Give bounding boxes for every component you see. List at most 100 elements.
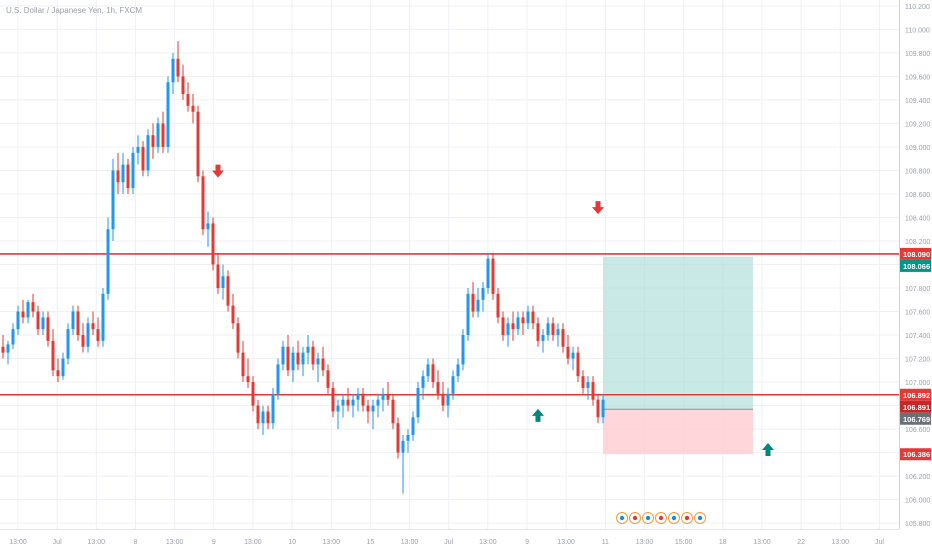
candle[interactable]: [416, 382, 420, 424]
candle[interactable]: [66, 323, 70, 365]
candle[interactable]: [591, 376, 595, 406]
candle[interactable]: [131, 146, 135, 194]
candle[interactable]: [451, 370, 455, 400]
candle[interactable]: [436, 370, 440, 400]
candle[interactable]: [261, 405, 265, 435]
candle[interactable]: [321, 346, 325, 377]
candle[interactable]: [71, 305, 75, 336]
candle[interactable]: [311, 340, 315, 371]
candle[interactable]: [551, 317, 555, 341]
candle[interactable]: [166, 76, 170, 153]
candle[interactable]: [406, 429, 410, 453]
candle[interactable]: [526, 305, 530, 330]
candle[interactable]: [506, 317, 510, 347]
candle[interactable]: [341, 393, 345, 418]
candle[interactable]: [316, 352, 320, 383]
candle[interactable]: [441, 382, 445, 412]
candle[interactable]: [356, 387, 360, 412]
candle[interactable]: [111, 158, 115, 241]
candle[interactable]: [491, 252, 495, 300]
candle[interactable]: [286, 335, 290, 377]
candle[interactable]: [466, 288, 470, 341]
candle[interactable]: [411, 411, 415, 441]
candle[interactable]: [201, 170, 205, 236]
candle[interactable]: [301, 346, 305, 377]
candle[interactable]: [371, 399, 375, 430]
candle[interactable]: [456, 358, 460, 383]
candle[interactable]: [561, 323, 565, 353]
candle[interactable]: [181, 64, 185, 100]
candle[interactable]: [61, 352, 65, 380]
candle[interactable]: [281, 340, 285, 371]
candle[interactable]: [236, 317, 240, 359]
candle[interactable]: [81, 323, 85, 353]
candle[interactable]: [176, 41, 180, 83]
candle[interactable]: [541, 329, 545, 353]
candle[interactable]: [476, 288, 480, 318]
candle[interactable]: [586, 376, 590, 400]
candle[interactable]: [271, 387, 275, 430]
candle[interactable]: [26, 299, 30, 324]
candle[interactable]: [511, 311, 515, 341]
candle[interactable]: [571, 346, 575, 371]
candle[interactable]: [521, 311, 525, 336]
candle[interactable]: [16, 305, 20, 336]
candle[interactable]: [546, 317, 550, 341]
candle[interactable]: [86, 317, 90, 353]
candle[interactable]: [446, 387, 450, 418]
candle[interactable]: [326, 364, 330, 394]
candle[interactable]: [36, 305, 40, 336]
candle[interactable]: [41, 311, 45, 336]
candle[interactable]: [366, 399, 370, 424]
candle[interactable]: [256, 399, 260, 430]
candle[interactable]: [1, 335, 5, 359]
candle[interactable]: [206, 211, 210, 247]
candle[interactable]: [31, 293, 35, 318]
candle[interactable]: [226, 270, 230, 312]
candle[interactable]: [21, 299, 25, 324]
candle[interactable]: [471, 282, 475, 318]
candle[interactable]: [121, 152, 125, 194]
candle[interactable]: [496, 288, 500, 324]
candle[interactable]: [421, 370, 425, 400]
candle[interactable]: [156, 117, 160, 153]
candle[interactable]: [576, 346, 580, 383]
candle[interactable]: [116, 152, 120, 194]
candle[interactable]: [196, 105, 200, 183]
candle[interactable]: [6, 340, 10, 365]
candle[interactable]: [601, 393, 605, 424]
candle[interactable]: [96, 317, 100, 347]
candle[interactable]: [381, 387, 385, 412]
candle[interactable]: [211, 217, 215, 271]
candle[interactable]: [51, 329, 55, 377]
candle[interactable]: [161, 111, 165, 153]
candle[interactable]: [531, 305, 535, 330]
candle[interactable]: [431, 358, 435, 388]
candle[interactable]: [391, 393, 395, 430]
candle[interactable]: [481, 282, 485, 312]
candle[interactable]: [361, 387, 365, 412]
candle[interactable]: [76, 305, 80, 341]
candle[interactable]: [56, 358, 60, 383]
candle[interactable]: [296, 340, 300, 371]
candle[interactable]: [126, 158, 130, 194]
candle[interactable]: [146, 129, 150, 177]
candle[interactable]: [141, 141, 145, 177]
candle[interactable]: [46, 311, 50, 347]
candle[interactable]: [396, 417, 400, 459]
candle[interactable]: [346, 387, 350, 412]
candle[interactable]: [566, 335, 570, 365]
candle[interactable]: [401, 434, 405, 494]
candle[interactable]: [306, 335, 310, 365]
candle[interactable]: [171, 52, 175, 95]
candle[interactable]: [136, 135, 140, 165]
candle[interactable]: [596, 393, 600, 424]
candle[interactable]: [461, 329, 465, 371]
candle[interactable]: [386, 382, 390, 406]
stop-zone[interactable]: [603, 409, 753, 455]
candle[interactable]: [581, 370, 585, 394]
candle[interactable]: [331, 382, 335, 418]
candle[interactable]: [101, 288, 105, 347]
